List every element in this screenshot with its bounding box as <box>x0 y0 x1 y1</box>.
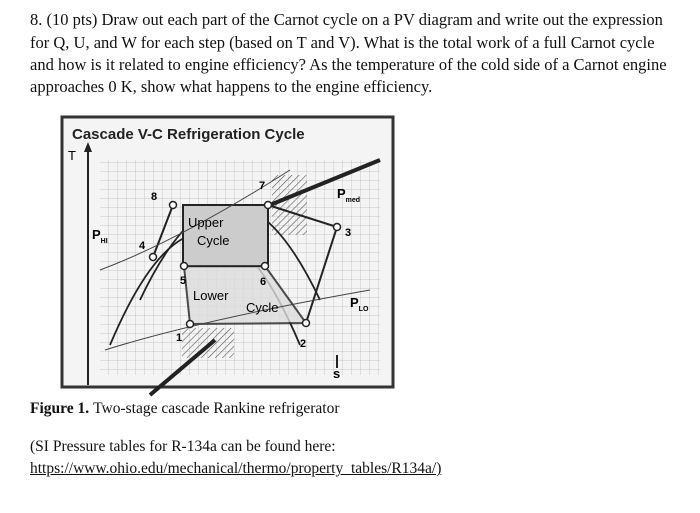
question-line: 8. (10 pts) Draw out each part of the Ca… <box>30 10 663 29</box>
point <box>263 200 273 210</box>
caption-text: Two-stage cascade Rankine refrigerator <box>93 400 340 417</box>
point <box>332 222 342 232</box>
p: P <box>350 295 359 310</box>
note: (SI Pressure tables for R-134a can be fo… <box>30 438 336 455</box>
cycle-label: Upper <box>188 215 224 230</box>
point-label: 4 <box>139 240 146 252</box>
point-label: 8 <box>151 191 157 203</box>
question-line: for Q, U, and W for each step (based on … <box>30 33 655 52</box>
point <box>168 200 178 210</box>
p: P <box>337 186 346 201</box>
point-label: 1 <box>176 332 182 344</box>
question-line: approaches 0 K, show what happens to the… <box>30 77 433 96</box>
cycle-label: Cycle <box>246 300 279 315</box>
sub: med <box>346 197 360 204</box>
point <box>185 319 195 329</box>
isobar <box>99 169 291 271</box>
figure: Cascade V-C Refrigeration Cycle T s 1 2 … <box>60 115 395 397</box>
point-label: 7 <box>259 180 265 192</box>
pressure-label: PLO <box>350 295 369 313</box>
pressure-label: Pmed <box>337 186 360 204</box>
p: P <box>92 227 101 242</box>
point <box>179 261 189 271</box>
figure-title: Cascade V-C Refrigeration Cycle <box>72 126 305 143</box>
point <box>260 261 270 271</box>
cycle-label: Lower <box>193 288 229 303</box>
isobar <box>104 289 371 351</box>
arrow <box>148 338 217 397</box>
point-label: 3 <box>345 227 351 239</box>
point-label: 5 <box>180 275 186 287</box>
pressure-label: PHI <box>92 227 108 245</box>
link[interactable]: https://www.ohio.edu/mechanical/thermo/p… <box>30 460 442 477</box>
sub: LO <box>359 306 369 313</box>
axis-label: T <box>68 148 76 163</box>
hatch <box>272 175 307 235</box>
state-points <box>148 200 342 329</box>
point-label: 2 <box>300 338 306 350</box>
note-link-line: https://www.ohio.edu/mechanical/thermo/p… <box>30 460 441 478</box>
caption: Figure 1. Two-stage cascade Rankine refri… <box>30 400 339 418</box>
hatch <box>182 328 234 358</box>
point <box>148 252 158 262</box>
point <box>301 318 311 328</box>
arrow <box>84 142 92 152</box>
arrow <box>269 158 381 207</box>
caption-label: Figure 1. <box>30 400 90 417</box>
sub: HI <box>101 238 108 245</box>
question-line: and how is it related to engine efficien… <box>30 55 667 74</box>
point-label: 6 <box>260 276 266 288</box>
cycle-label: Cycle <box>197 233 230 248</box>
axis-label: s <box>333 366 340 381</box>
